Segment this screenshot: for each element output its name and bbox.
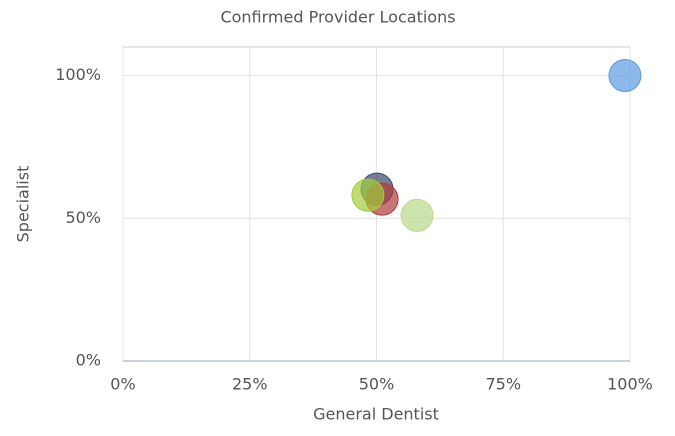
x-tick-label: 75%	[485, 375, 521, 394]
x-tick-label: 0%	[110, 375, 135, 394]
x-tick-label: 100%	[607, 375, 653, 394]
x-axis-label: General Dentist	[313, 405, 439, 424]
x-tick-label: 50%	[359, 375, 395, 394]
y-tick-label: 100%	[55, 65, 101, 84]
y-tick-label: 0%	[76, 351, 101, 370]
point	[351, 178, 385, 212]
x-tick-label: 25%	[232, 375, 268, 394]
y-axis-label: Specialist	[14, 166, 33, 243]
chart-title: Confirmed Provider Locations	[220, 8, 455, 27]
point	[400, 198, 434, 232]
point	[608, 59, 642, 93]
y-tick-label: 50%	[65, 208, 101, 227]
